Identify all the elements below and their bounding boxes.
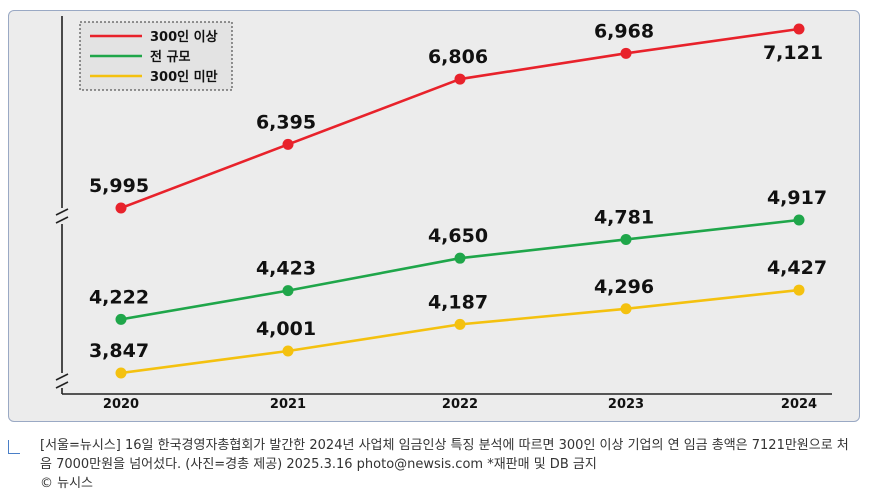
data-point (793, 284, 805, 296)
data-label: 4,427 (767, 257, 827, 279)
data-label: 4,187 (428, 291, 488, 313)
x-tick-label: 2024 (781, 397, 817, 412)
x-tick-label: 2022 (442, 397, 478, 412)
caption-credit: © 뉴시스 (40, 476, 94, 491)
data-label: 6,806 (428, 46, 488, 68)
data-point (115, 202, 127, 214)
data-point (115, 367, 127, 379)
photo-caption: [서울=뉴시스] 16일 한국경영자총협회가 발간한 2024년 사업체 임금인… (8, 436, 858, 493)
data-label: 4,423 (256, 258, 316, 280)
data-point (793, 23, 805, 35)
x-tick-label: 2020 (103, 397, 139, 412)
caption-text: [서울=뉴시스] 16일 한국경영자총협회가 발간한 2024년 사업체 임금인… (40, 438, 849, 472)
data-point (454, 318, 466, 330)
data-point (454, 252, 466, 264)
data-point (620, 47, 632, 59)
caption-corner-icon (8, 440, 20, 454)
legend-label: 300인 미만 (150, 69, 218, 85)
data-label: 4,222 (89, 286, 149, 308)
data-label: 6,395 (256, 111, 316, 133)
legend-label: 전 규모 (150, 49, 190, 65)
data-label: 4,650 (428, 225, 488, 247)
axis-break-mark (55, 373, 69, 381)
data-label: 4,001 (256, 318, 316, 340)
data-point (454, 73, 466, 85)
x-tick-label: 2021 (270, 397, 306, 412)
data-label: 3,847 (89, 340, 149, 362)
data-label: 4,296 (594, 276, 654, 298)
x-tick-label: 2023 (608, 397, 644, 412)
data-point (282, 285, 294, 297)
data-point (282, 345, 294, 357)
data-point (793, 214, 805, 226)
data-label: 4,781 (594, 206, 654, 228)
data-point (115, 313, 127, 325)
data-label: 7,121 (763, 42, 823, 64)
axis-break-mark (55, 216, 69, 224)
data-point (282, 138, 294, 150)
legend-label: 300인 이상 (150, 29, 218, 45)
line-chart: 2020 2021 2022 2023 2024 5,995 6,395 6,806 6,968… (55, 16, 832, 412)
data-label: 6,968 (594, 20, 654, 42)
axis-break-mark (55, 208, 69, 216)
data-label: 4,917 (767, 187, 827, 209)
data-point (620, 303, 632, 315)
data-label: 5,995 (89, 175, 149, 197)
data-point (620, 233, 632, 245)
axis-break-mark (55, 381, 69, 389)
